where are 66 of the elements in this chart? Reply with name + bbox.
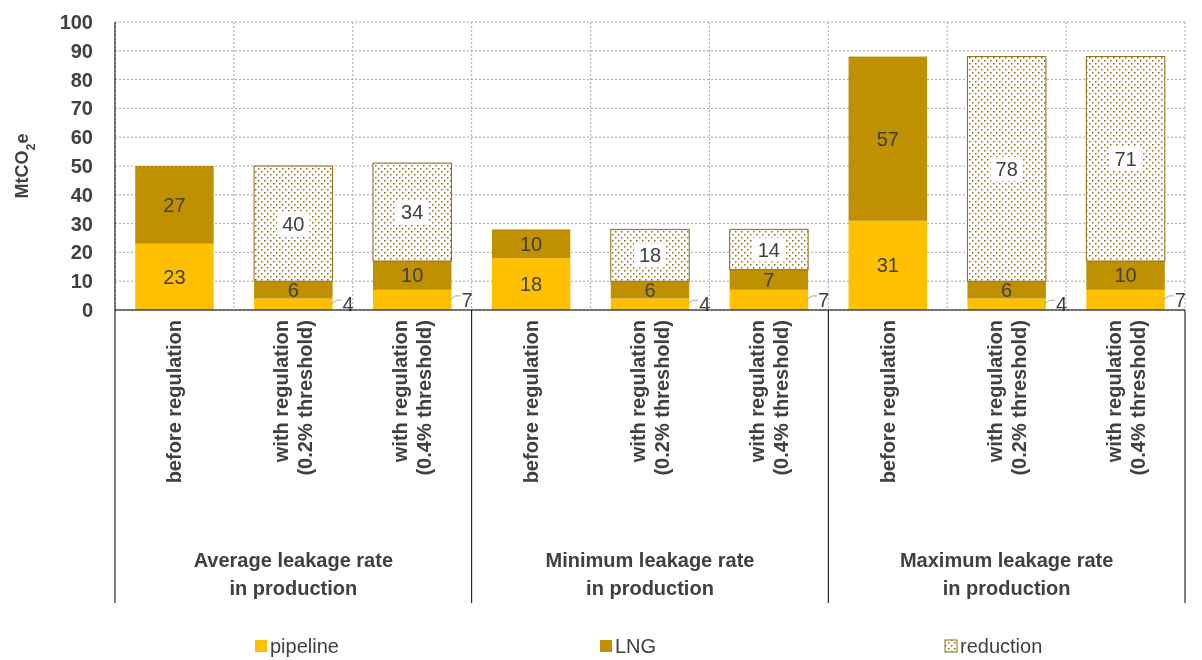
bar (372, 289, 452, 310)
data-label: 71 (1114, 147, 1137, 170)
y-tick-label: 60 (70, 126, 93, 149)
x-tick-label: with regulation (0.4% threshold) (745, 320, 792, 476)
data-label: 18 (638, 244, 662, 267)
data-label: 6 (1001, 278, 1013, 301)
x-tick-label: before regulation (876, 320, 899, 484)
data-label: 34 (401, 201, 424, 224)
y-tick-label: 30 (70, 212, 93, 235)
x-tick-label: with regulation (0.4% threshold) (1102, 320, 1149, 476)
x-tick-label: before regulation (520, 320, 543, 484)
data-label: 6 (644, 278, 656, 301)
y-tick-label: 50 (70, 155, 93, 177)
data-label: 27 (163, 193, 186, 216)
x-tick-label: before regulation (163, 320, 186, 484)
bar (135, 166, 214, 244)
y-tick-label: 0 (81, 299, 93, 321)
data-label: 31 (876, 254, 899, 277)
data-label: 7 (763, 268, 775, 291)
bar (848, 220, 928, 310)
y-tick-label: 20 (70, 241, 93, 264)
bar (372, 261, 452, 290)
bar (491, 258, 571, 310)
bar (1085, 56, 1166, 262)
bar (254, 298, 333, 310)
bar (967, 298, 1046, 310)
bar (848, 56, 928, 221)
bar (1086, 289, 1165, 310)
x-tick-label: with regulation (0.2% threshold) (270, 320, 317, 476)
data-label: 10 (1114, 264, 1137, 287)
bar (253, 165, 334, 282)
y-tick-label: 80 (70, 68, 93, 91)
data-label: 40 (282, 212, 305, 235)
x-tick-label: with regulation (0.4% threshold) (389, 320, 436, 476)
data-label: 7 (818, 288, 830, 311)
legend-label: pipeline (270, 635, 339, 657)
x-tick-label: with regulation (0.2% threshold) (627, 320, 673, 476)
bar (1086, 261, 1165, 290)
data-label: 10 (401, 264, 424, 287)
data-label: 14 (757, 238, 781, 261)
data-label: 57 (876, 127, 899, 150)
bar (729, 269, 809, 290)
text: Minimum leakage rate in production (545, 549, 755, 599)
bar (135, 243, 214, 310)
text: Maximum leakage rate in production (899, 549, 1114, 599)
data-label: 23 (163, 265, 186, 288)
y-tick-label: 70 (70, 97, 93, 120)
bar (491, 229, 571, 259)
bar (729, 289, 809, 310)
legend-label: LNG (615, 635, 657, 657)
bar (610, 298, 690, 310)
y-tick-label: 10 (70, 270, 93, 293)
y-tick-label: 90 (70, 39, 93, 62)
y-tick-label: 40 (70, 183, 93, 206)
data-label: 18 (519, 273, 543, 296)
x-tick-label: with regulation (0.2% threshold) (983, 320, 1030, 476)
data-label: 10 (519, 232, 543, 255)
data-label: 78 (995, 157, 1018, 180)
bar (966, 56, 1047, 282)
y-tick-label: 100 (59, 11, 93, 33)
data-label: 7 (1174, 288, 1186, 311)
data-label: 7 (461, 288, 473, 311)
legend-label: reduction (960, 635, 1043, 657)
data-label: 6 (287, 278, 299, 301)
text: Average leakage rate in production (193, 549, 394, 599)
bar (372, 162, 452, 262)
